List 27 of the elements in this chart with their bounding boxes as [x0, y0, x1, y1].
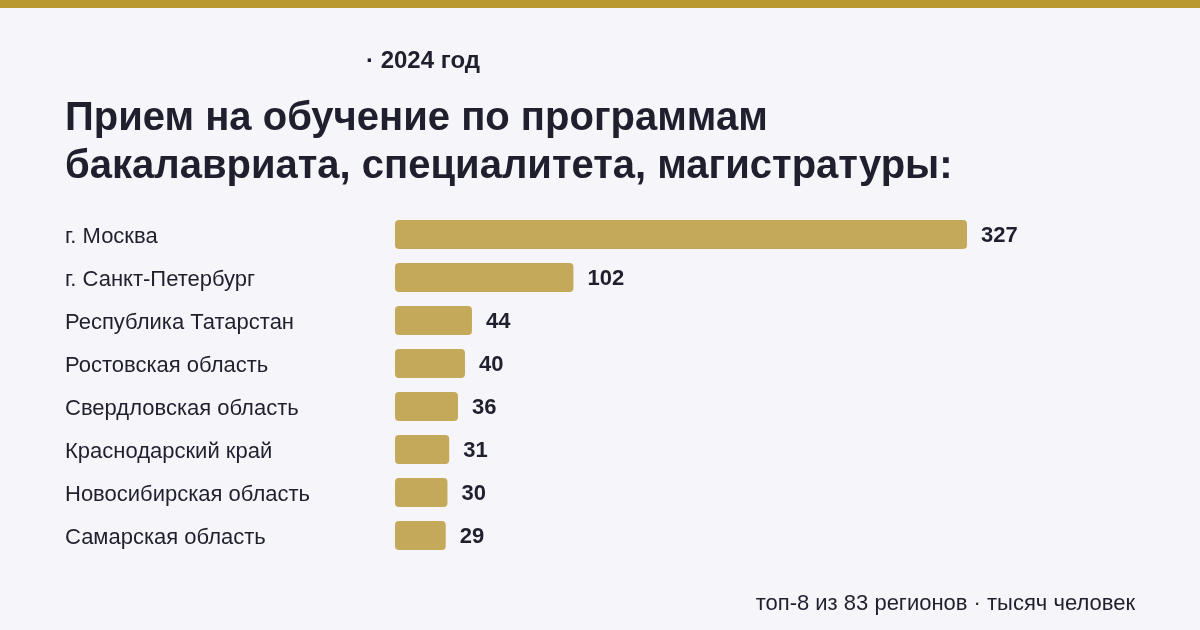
data-label: 30: [461, 480, 486, 506]
bar: [395, 478, 448, 507]
y-tick-label: г. Москва: [65, 222, 159, 248]
data-label: 40: [478, 351, 504, 377]
data-label: 102: [587, 265, 625, 291]
chart-subtitle: · 2024 год: [366, 46, 480, 74]
y-tick-label: г. Санкт-Петербург: [65, 265, 256, 291]
chart-title: Прием на обучение по программам бакалавриата, специалитета, магистратуры:: [65, 93, 954, 188]
text: топ-8 из 83 регионов · тысяч человек: [755, 590, 1135, 616]
y-tick-label: Новосибирская область: [65, 480, 311, 506]
y-tick-label: Краснодарский край: [65, 437, 273, 463]
bar: [395, 263, 574, 292]
data-label: 327: [981, 222, 1018, 248]
bar: [395, 220, 967, 249]
bar: [395, 521, 446, 550]
y-tick-label: Самарская область: [65, 523, 266, 549]
y-tick-label: Республика Татарстан: [65, 308, 295, 334]
bar: [395, 435, 450, 464]
y-tick-label: Ростовская область: [65, 351, 269, 377]
y-tick-label: Свердловская область: [65, 394, 299, 420]
data-label: 31: [463, 437, 488, 463]
bar: [395, 349, 465, 378]
data-label: 44: [485, 308, 512, 334]
bar: [395, 392, 458, 421]
bar: [395, 306, 472, 335]
data-label: 29: [459, 523, 485, 549]
data-label: 36: [471, 394, 497, 420]
